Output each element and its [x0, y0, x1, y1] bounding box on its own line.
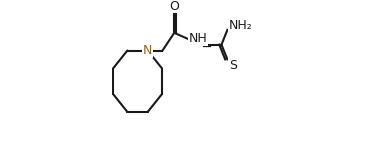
Text: O: O [169, 0, 179, 13]
Text: NH₂: NH₂ [229, 19, 253, 32]
Text: NH: NH [189, 32, 208, 45]
Text: S: S [229, 59, 237, 72]
Text: N: N [143, 44, 152, 57]
